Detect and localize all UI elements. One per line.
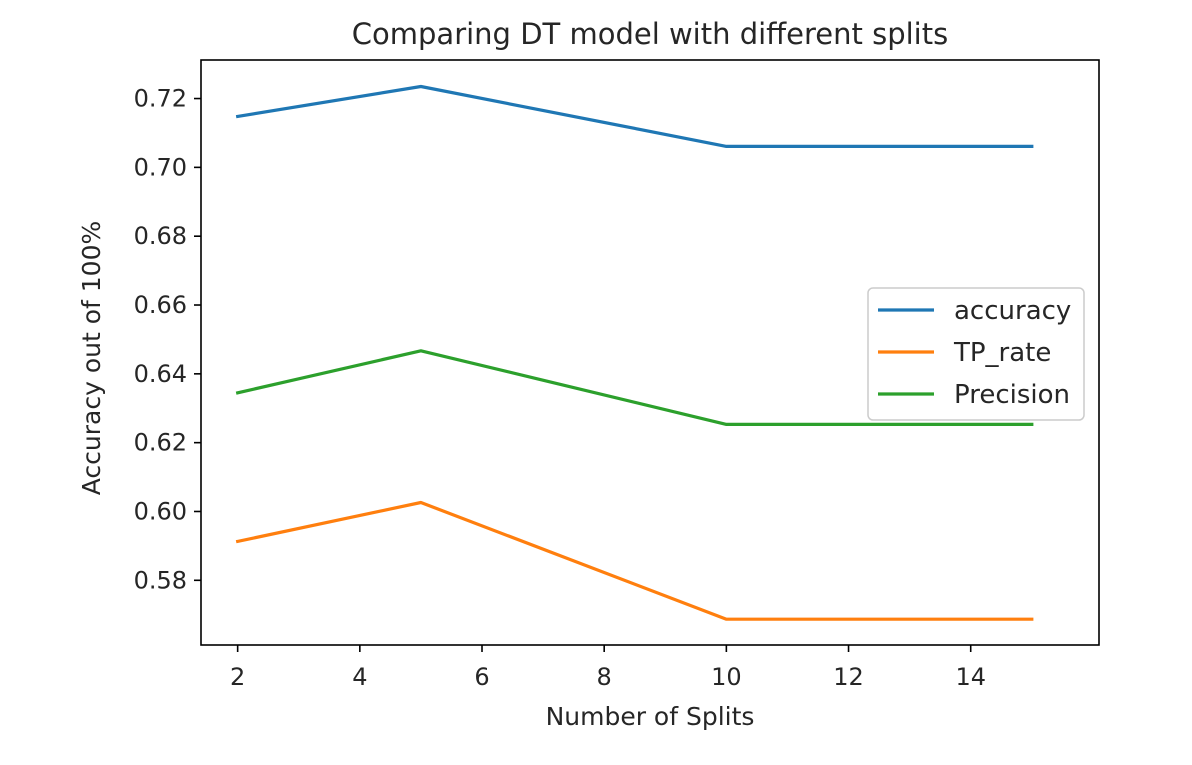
y-tick-label: 0.68 <box>134 222 187 250</box>
series-line-tp-rate <box>235 500 1034 621</box>
series-lines <box>235 84 1034 621</box>
x-tick-label: 8 <box>597 663 612 691</box>
x-axis: 2 4 6 8 10 12 14 <box>230 645 986 691</box>
x-tick-label: 4 <box>352 663 367 691</box>
legend-label: Precision <box>954 380 1070 410</box>
y-tick-label: 0.58 <box>134 566 187 594</box>
chart-title: Comparing DT model with different splits <box>352 17 948 51</box>
legend-box <box>867 287 1085 421</box>
series-line-accuracy <box>235 84 1034 148</box>
y-tick-label: 0.72 <box>134 85 187 113</box>
y-axis-label: Accuracy out of 100% <box>77 221 106 496</box>
plot-frame <box>200 59 1100 646</box>
y-tick-label: 0.70 <box>134 153 187 181</box>
legend: accuracy TP_rate Precision <box>867 287 1085 421</box>
y-tick-label: 0.64 <box>134 360 187 388</box>
y-tick-label: 0.62 <box>134 429 187 457</box>
y-tick-label: 0.66 <box>134 291 187 319</box>
x-tick-label: 10 <box>711 663 742 691</box>
x-axis-label: Number of Splits <box>546 702 755 731</box>
x-tick-label: 14 <box>955 663 986 691</box>
x-tick-label: 6 <box>474 663 489 691</box>
y-axis: 0.58 0.60 0.62 0.64 0.66 0.68 0.70 0.72 <box>134 85 201 594</box>
x-tick-label: 12 <box>833 663 864 691</box>
series-line-precision <box>235 349 1034 426</box>
y-tick-label: 0.60 <box>134 497 187 525</box>
legend-label: accuracy <box>954 296 1071 326</box>
legend-label: TP_rate <box>953 338 1051 368</box>
x-tick-label: 2 <box>230 663 245 691</box>
